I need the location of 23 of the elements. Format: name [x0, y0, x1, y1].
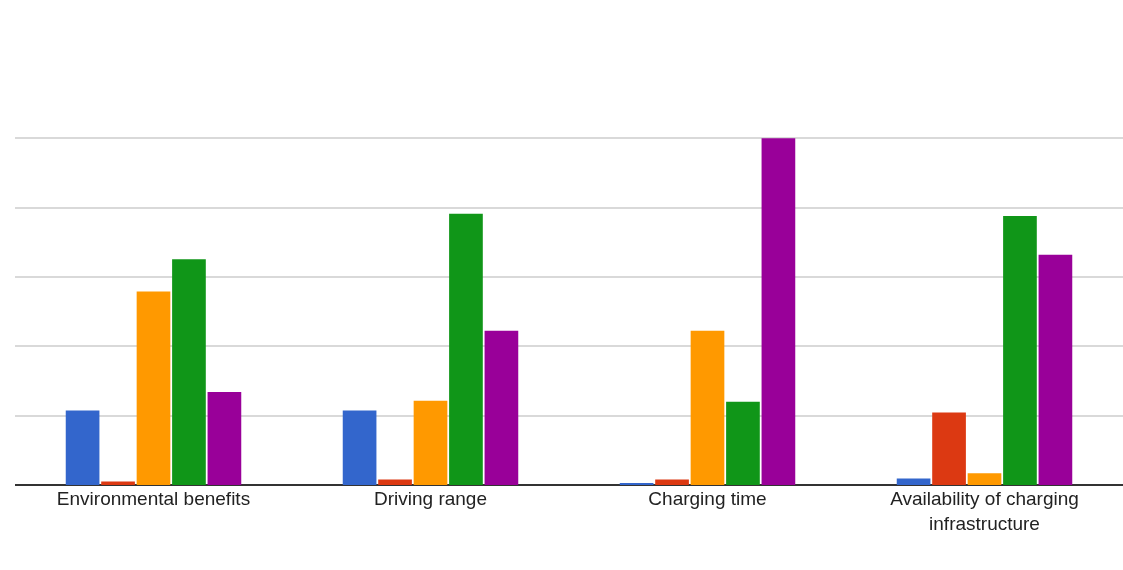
x-tick-label: Charging time — [648, 488, 767, 509]
bar — [378, 479, 412, 485]
bar — [207, 392, 242, 485]
bar — [619, 482, 654, 485]
x-tick-label: Environmental benefits — [56, 488, 251, 509]
bar — [136, 291, 171, 485]
x-tick-label: Driving range — [374, 488, 487, 509]
bar — [932, 412, 966, 485]
bar — [172, 259, 206, 485]
bar — [65, 410, 100, 485]
bar — [1003, 215, 1037, 485]
bar — [1038, 254, 1073, 485]
bar — [690, 330, 725, 485]
bar — [726, 401, 760, 485]
bar — [413, 400, 448, 485]
x-tick-label: Availability of charging infrastructure — [890, 488, 1079, 534]
bar — [967, 473, 1002, 485]
bar — [484, 330, 519, 485]
bar — [896, 478, 931, 485]
bar — [761, 138, 796, 485]
bar — [342, 410, 377, 485]
bar — [655, 479, 689, 485]
bar — [449, 213, 483, 485]
